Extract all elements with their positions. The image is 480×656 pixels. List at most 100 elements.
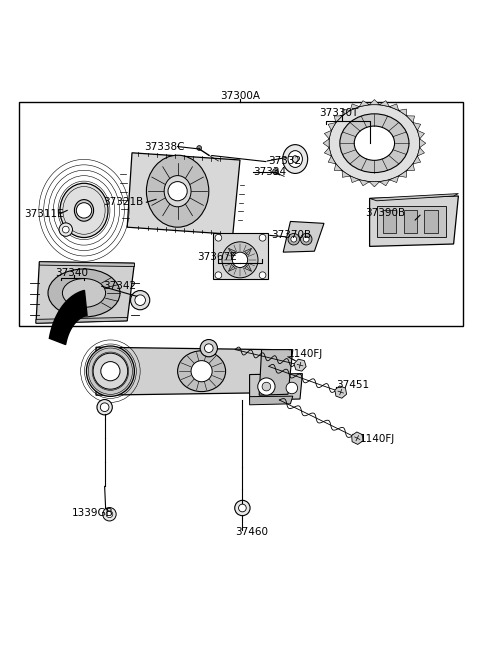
Circle shape: [103, 508, 116, 521]
Circle shape: [204, 344, 213, 352]
Circle shape: [215, 234, 222, 241]
Text: 37321B: 37321B: [103, 197, 144, 207]
Polygon shape: [96, 347, 271, 395]
Polygon shape: [334, 116, 342, 123]
Ellipse shape: [288, 151, 302, 167]
Circle shape: [191, 361, 212, 382]
Text: 37332: 37332: [268, 156, 301, 166]
Polygon shape: [389, 176, 399, 182]
Text: 37451: 37451: [336, 380, 369, 390]
Bar: [383, 211, 396, 234]
Circle shape: [259, 234, 266, 241]
Circle shape: [288, 234, 300, 245]
Text: 37340: 37340: [55, 268, 88, 277]
Polygon shape: [36, 318, 127, 323]
Circle shape: [59, 223, 72, 236]
Bar: [424, 211, 438, 234]
Ellipse shape: [62, 279, 106, 308]
Circle shape: [232, 252, 248, 268]
Text: 1140FJ: 1140FJ: [288, 350, 323, 359]
Polygon shape: [127, 153, 240, 234]
Circle shape: [97, 400, 112, 415]
Polygon shape: [228, 264, 236, 272]
Polygon shape: [370, 196, 458, 247]
Polygon shape: [335, 386, 347, 398]
Polygon shape: [413, 156, 420, 164]
Polygon shape: [324, 148, 331, 156]
Polygon shape: [328, 123, 336, 131]
Polygon shape: [399, 109, 407, 116]
Polygon shape: [36, 262, 134, 323]
Text: 37334: 37334: [253, 167, 286, 178]
Circle shape: [62, 226, 69, 233]
Polygon shape: [49, 291, 87, 344]
Text: 37370B: 37370B: [271, 230, 312, 240]
Polygon shape: [244, 264, 252, 272]
Circle shape: [197, 146, 202, 150]
Ellipse shape: [329, 104, 420, 182]
Ellipse shape: [146, 155, 209, 227]
Text: 37338C: 37338C: [144, 142, 184, 152]
Text: 1140FJ: 1140FJ: [360, 434, 395, 444]
Ellipse shape: [164, 176, 191, 207]
Polygon shape: [250, 374, 302, 400]
Circle shape: [100, 403, 109, 411]
Ellipse shape: [48, 269, 120, 317]
Polygon shape: [369, 100, 380, 105]
Text: 37390B: 37390B: [365, 208, 405, 218]
Bar: [404, 211, 417, 234]
Circle shape: [286, 382, 298, 394]
Ellipse shape: [283, 144, 308, 173]
Text: 37300A: 37300A: [220, 91, 260, 100]
Polygon shape: [380, 180, 389, 186]
Polygon shape: [418, 148, 424, 156]
Polygon shape: [328, 156, 336, 164]
Polygon shape: [380, 100, 389, 107]
Polygon shape: [420, 139, 426, 148]
Text: 37460: 37460: [235, 527, 268, 537]
Polygon shape: [407, 116, 415, 123]
Ellipse shape: [354, 126, 395, 160]
Polygon shape: [323, 139, 329, 148]
Text: 37330T: 37330T: [319, 108, 359, 118]
Circle shape: [101, 361, 120, 380]
Bar: [213, 234, 268, 279]
Polygon shape: [350, 104, 360, 110]
Circle shape: [200, 340, 217, 357]
Circle shape: [215, 272, 222, 279]
Circle shape: [168, 182, 187, 201]
Ellipse shape: [86, 346, 134, 396]
Circle shape: [239, 504, 246, 512]
Polygon shape: [350, 176, 360, 182]
Circle shape: [235, 501, 250, 516]
Circle shape: [106, 511, 113, 518]
Ellipse shape: [74, 199, 94, 221]
Ellipse shape: [60, 183, 108, 237]
Circle shape: [291, 236, 297, 242]
Polygon shape: [250, 396, 293, 405]
Polygon shape: [294, 359, 306, 371]
Polygon shape: [369, 182, 380, 187]
Polygon shape: [360, 100, 369, 107]
Polygon shape: [370, 194, 458, 201]
Polygon shape: [342, 109, 350, 116]
Polygon shape: [413, 123, 420, 131]
Polygon shape: [259, 350, 293, 395]
Polygon shape: [399, 171, 407, 177]
Circle shape: [273, 169, 278, 174]
Circle shape: [135, 295, 145, 306]
Bar: [19, 102, 463, 325]
Bar: [377, 205, 446, 237]
Polygon shape: [360, 180, 369, 186]
Polygon shape: [352, 432, 363, 444]
Text: 1339GB: 1339GB: [72, 508, 114, 518]
Circle shape: [303, 236, 309, 242]
Polygon shape: [283, 222, 324, 252]
Circle shape: [76, 203, 92, 218]
Circle shape: [131, 291, 150, 310]
Ellipse shape: [93, 353, 128, 389]
Polygon shape: [244, 249, 252, 255]
Polygon shape: [228, 249, 236, 255]
Text: 37367E: 37367E: [197, 253, 237, 262]
Polygon shape: [418, 131, 424, 139]
